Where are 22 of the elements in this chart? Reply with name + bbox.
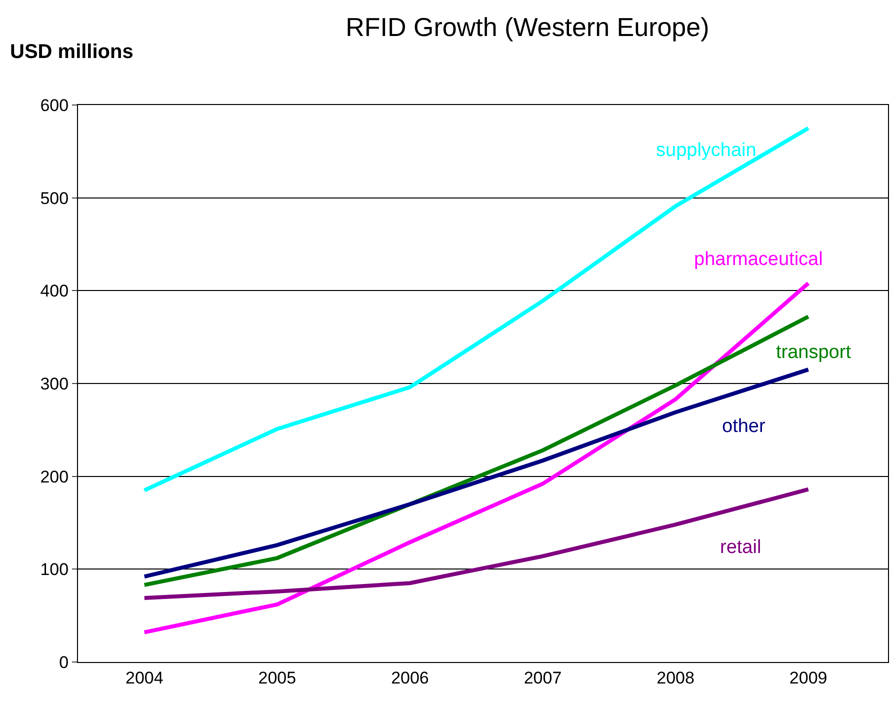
chart-title: RFID Growth (Western Europe) <box>346 12 710 42</box>
y-tick-label: 500 <box>40 188 69 208</box>
series-label: other <box>722 416 766 437</box>
y-tick-label: 600 <box>40 96 69 115</box>
x-tick-label: 2007 <box>524 668 562 688</box>
x-tick-label: 2005 <box>258 668 296 688</box>
series-label: supplychain <box>656 140 756 161</box>
x-tick-label: 2004 <box>125 668 164 688</box>
y-tick-label: 100 <box>40 560 69 580</box>
y-axis-title: USD millions <box>10 41 134 63</box>
series-label: retail <box>720 537 762 558</box>
x-tick-label: 2009 <box>789 668 828 688</box>
y-tick-label: 400 <box>40 282 69 301</box>
x-tick-label: 2008 <box>656 668 694 688</box>
line-series <box>142 487 810 600</box>
x-tick-label: 2006 <box>391 668 429 688</box>
y-tick-label: 300 <box>40 374 69 394</box>
y-tick-label: 200 <box>40 467 69 486</box>
line-series <box>142 368 810 579</box>
y-tick-label: 0 <box>59 652 69 672</box>
series-label: pharmaceutical <box>694 249 823 270</box>
series-label: transport <box>776 342 852 363</box>
